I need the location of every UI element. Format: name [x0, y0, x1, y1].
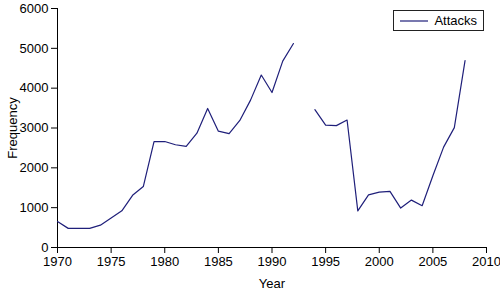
svg-text:1990: 1990	[258, 254, 287, 269]
svg-text:Frequency: Frequency	[5, 97, 20, 159]
svg-text:2000: 2000	[20, 160, 49, 175]
html-text:Attacks: Attacks	[434, 13, 477, 28]
svg-text:1975: 1975	[97, 254, 126, 269]
svg-text:0: 0	[41, 240, 48, 255]
svg-text:6000: 6000	[20, 1, 49, 16]
svg-text:2000: 2000	[365, 254, 394, 269]
svg-text:2010: 2010	[472, 254, 500, 269]
svg-text:Year: Year	[259, 276, 286, 291]
svg-text:5000: 5000	[20, 40, 49, 55]
svg-text:1980: 1980	[150, 254, 179, 269]
svg-text:1985: 1985	[204, 254, 233, 269]
svg-text:3000: 3000	[20, 120, 49, 135]
svg-text:1000: 1000	[20, 200, 49, 215]
svg-text:2005: 2005	[418, 254, 447, 269]
svg-text:1970: 1970	[43, 254, 72, 269]
svg-text:1995: 1995	[311, 254, 340, 269]
svg-text:4000: 4000	[20, 80, 49, 95]
